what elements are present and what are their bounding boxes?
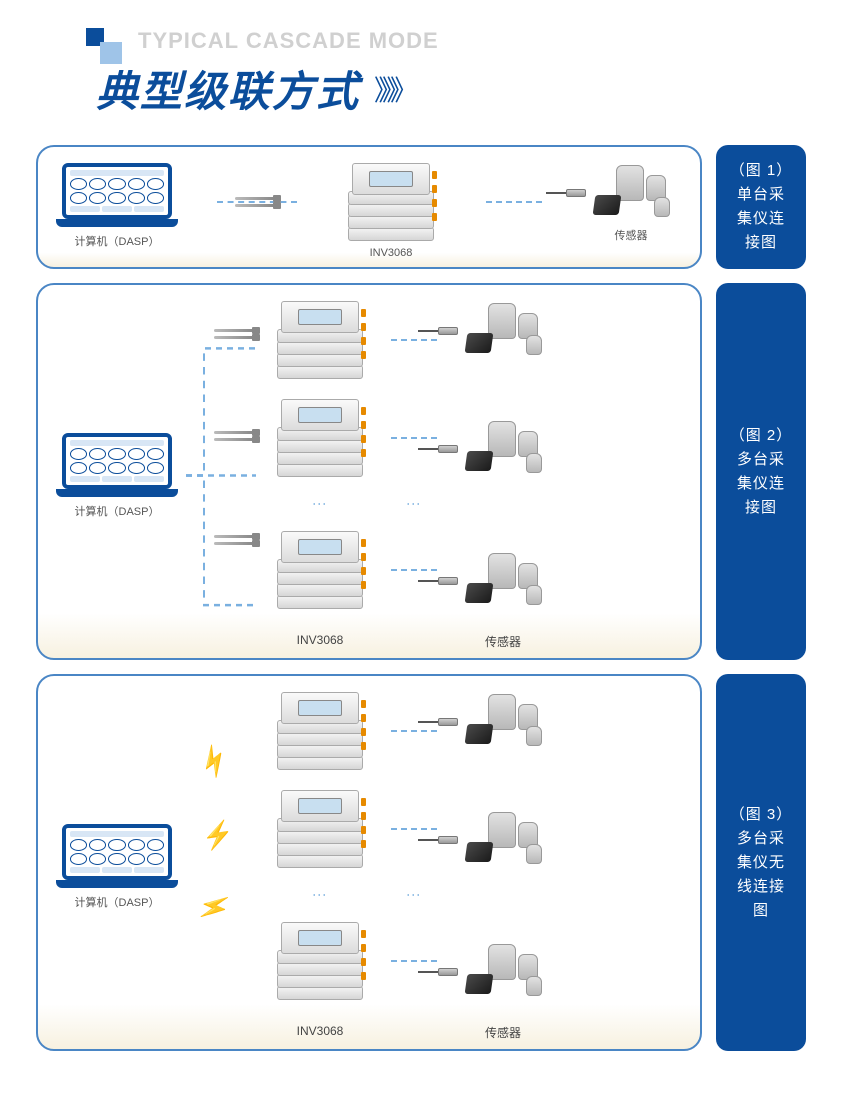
link-device-sensor: [391, 790, 437, 868]
caption-line: 多台采: [737, 827, 785, 851]
page-header: TYPICAL CASCADE MODE 典型级联方式 》》》: [36, 28, 806, 119]
device-icon: [348, 163, 434, 241]
device-label: INV3068: [297, 1024, 344, 1038]
figure-1-row: 计算机（DASP） INV3068: [36, 145, 806, 269]
link-device-sensor: [391, 399, 437, 477]
caption-line: 集仪连: [737, 472, 785, 496]
caption-line: （图 2）: [730, 424, 793, 448]
computer-label: 计算机（DASP）: [75, 503, 160, 519]
device-icon: [277, 790, 363, 868]
caption-line: 集仪无: [737, 851, 785, 875]
computer-icon: [62, 824, 172, 888]
device-label: INV3068: [297, 633, 344, 647]
link-device-sensor: [486, 163, 542, 241]
computer-icon: [62, 163, 172, 227]
ellipsis-icon: ⋮: [317, 497, 323, 511]
device-icon: [277, 531, 363, 609]
link-device-sensor: [391, 301, 437, 379]
link-device-sensor: [391, 922, 437, 1000]
link-branch-wireless: ⚡ ⚡ ⚡: [186, 692, 256, 1041]
caption-line: 线连接: [737, 875, 785, 899]
figure-3-panel: 计算机（DASP） ⚡ ⚡ ⚡ ⋮: [36, 674, 702, 1051]
wireless-bolt-icon: ⚡: [192, 739, 237, 783]
caption-line: 接图: [745, 496, 777, 520]
sensor-icon: [460, 551, 546, 609]
sensor-label: 传感器: [485, 1024, 521, 1041]
computer-icon: [62, 433, 172, 497]
title-chinese: 典型级联方式: [96, 58, 360, 119]
sensor-label: 传感器: [485, 633, 521, 650]
caption-line: 图: [753, 899, 769, 923]
device-label: INV3068: [370, 247, 413, 259]
header-decoration: [86, 28, 118, 60]
caption-line: （图 3）: [730, 803, 793, 827]
ellipsis-icon: ⋮: [411, 888, 417, 902]
ellipsis-icon: ⋮: [317, 888, 323, 902]
computer-label: 计算机（DASP）: [75, 894, 160, 910]
wireless-bolt-icon: ⚡: [193, 887, 235, 928]
link-device-sensor: [391, 692, 437, 770]
caption-line: 多台采: [737, 448, 785, 472]
figure-2-row: 计算机（DASP）: [36, 283, 806, 660]
caption-line: 单台采: [737, 183, 785, 207]
chevron-icon: 》》》: [374, 69, 412, 109]
figure-2-caption: （图 2） 多台采 集仪连 接图: [716, 283, 806, 660]
caption-line: （图 1）: [730, 159, 793, 183]
link-device-sensor: [391, 531, 437, 609]
sensor-icon: [460, 301, 546, 359]
device-icon: [277, 922, 363, 1000]
sensor-icon: [460, 942, 546, 1000]
figure-3-row: 计算机（DASP） ⚡ ⚡ ⚡ ⋮: [36, 674, 806, 1051]
sensor-icon: [460, 419, 546, 477]
device-icon: [277, 301, 363, 379]
figure-3-caption: （图 3） 多台采 集仪无 线连接 图: [716, 674, 806, 1051]
caption-line: 接图: [745, 231, 777, 255]
wireless-bolt-icon: ⚡: [200, 818, 236, 853]
figure-1-panel: 计算机（DASP） INV3068: [36, 145, 702, 269]
sensor-icon: [460, 810, 546, 868]
figure-1-caption: （图 1） 单台采 集仪连 接图: [716, 145, 806, 269]
device-icon: [277, 692, 363, 770]
link-branch-wired: [186, 301, 256, 650]
sensor-icon: [460, 692, 546, 750]
ellipsis-icon: ⋮: [411, 497, 417, 511]
sensor-label: 传感器: [615, 227, 648, 243]
caption-line: 集仪连: [737, 207, 785, 231]
computer-label: 计算机（DASP）: [75, 233, 160, 249]
link-computer-device: [217, 163, 297, 241]
sensor-icon: [588, 163, 674, 221]
device-icon: [277, 399, 363, 477]
figure-2-panel: 计算机（DASP）: [36, 283, 702, 660]
title-english: TYPICAL CASCADE MODE: [138, 28, 806, 54]
